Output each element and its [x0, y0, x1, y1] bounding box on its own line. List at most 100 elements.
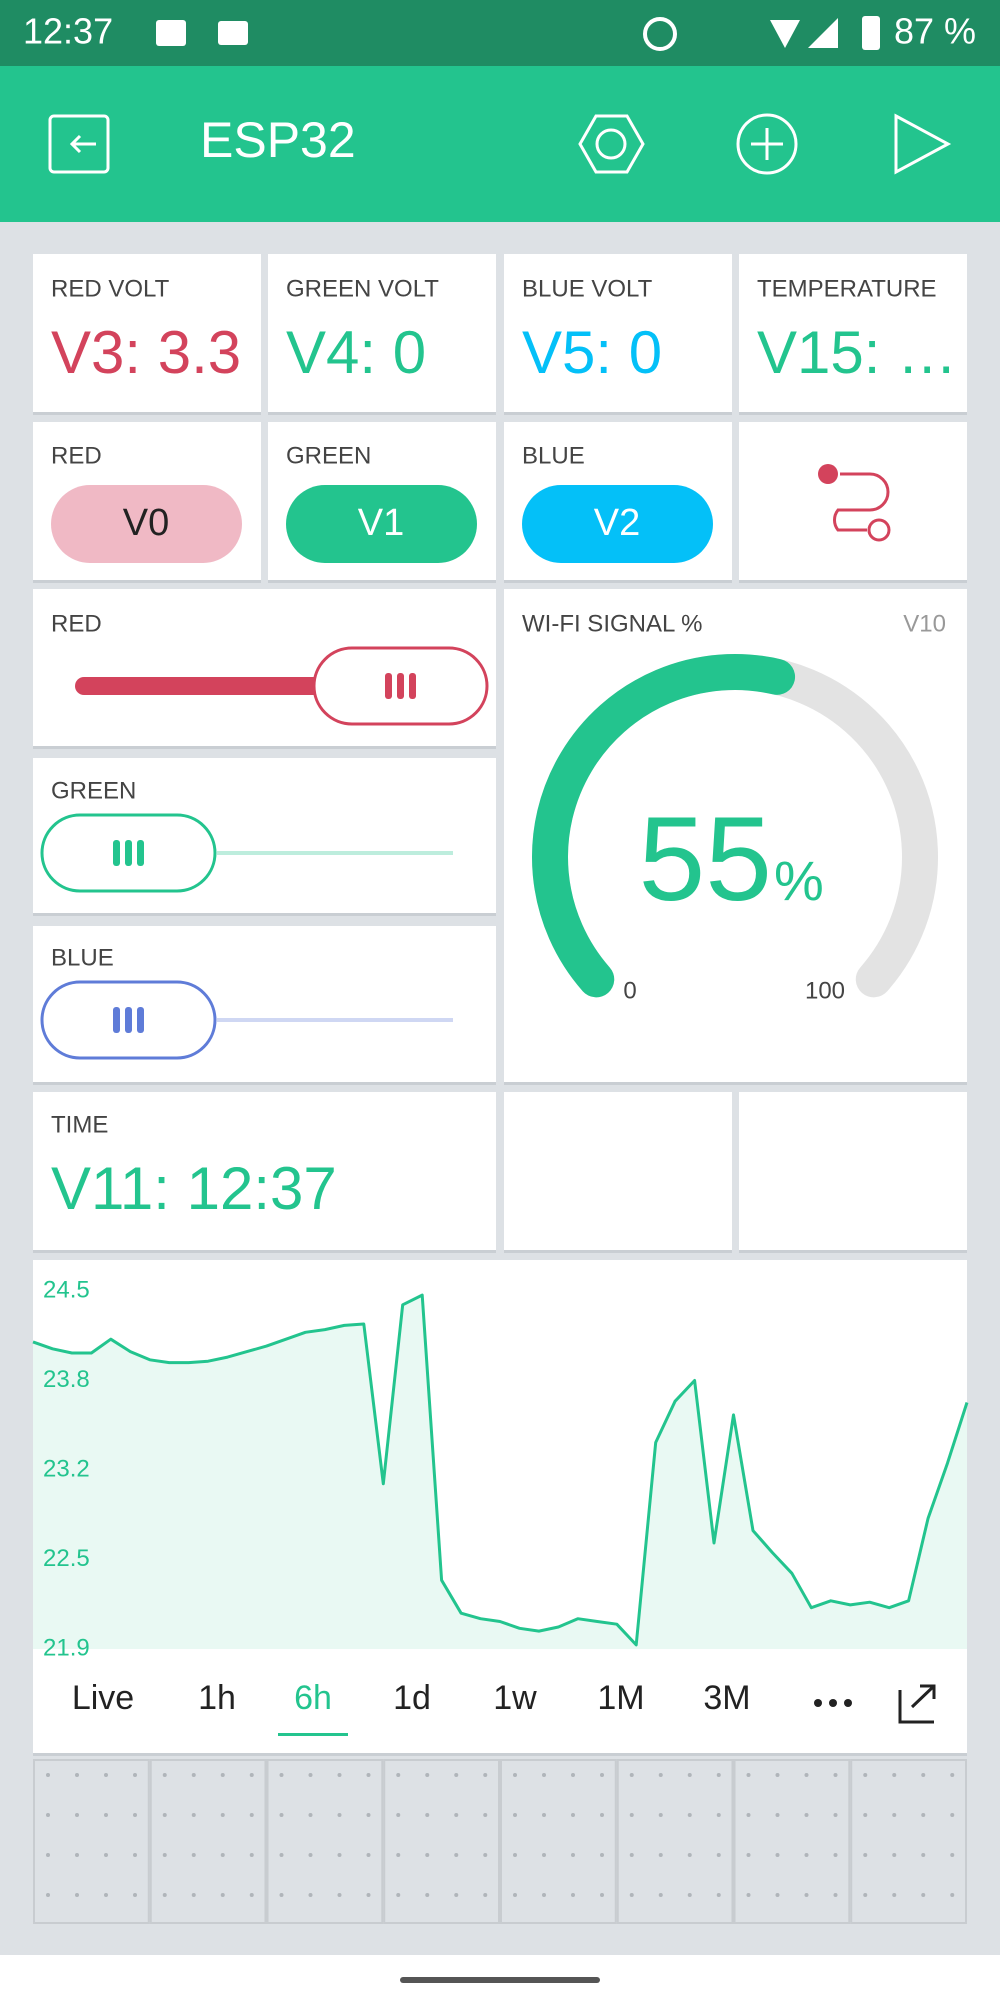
knob-grip — [125, 840, 132, 866]
grid-dot — [425, 1853, 430, 1857]
grid-dot — [483, 1853, 488, 1857]
grid-dot — [658, 1853, 663, 1857]
grid-dot — [600, 1893, 604, 1897]
grid-dot — [863, 1813, 868, 1817]
grid-dot — [425, 1813, 430, 1817]
grid-dot — [921, 1853, 926, 1857]
grid-dot — [483, 1773, 488, 1777]
more-dot — [814, 1699, 822, 1707]
grid-dot — [162, 1853, 167, 1857]
period-tab[interactable]: 1d — [393, 1679, 431, 1717]
widget-card — [33, 1260, 967, 1753]
period-tab[interactable]: Live — [72, 1679, 134, 1717]
mail-icon — [218, 21, 248, 45]
knob-grip — [137, 1007, 144, 1033]
grid-dot — [308, 1853, 313, 1857]
chart-line — [32, 1293, 969, 1647]
toggle-button[interactable] — [51, 485, 242, 563]
display-label: BLUE VOLT — [522, 275, 653, 302]
grid-dot — [133, 1813, 137, 1817]
grid-dot — [687, 1773, 692, 1777]
widget-card — [739, 254, 967, 412]
period-tab[interactable]: 1w — [493, 1679, 537, 1717]
empty-slot — [616, 1759, 734, 1924]
grid-dot — [75, 1773, 79, 1777]
grid-dot — [366, 1853, 371, 1857]
gauge-arc — [532, 654, 796, 998]
grid-dot — [746, 1813, 751, 1817]
toggle-button[interactable] — [286, 485, 477, 563]
display-label: RED VOLT — [51, 275, 170, 302]
grid-dot — [191, 1893, 196, 1897]
grid-dot — [104, 1853, 108, 1857]
grid-dot — [950, 1773, 955, 1777]
grid-dot — [833, 1893, 838, 1897]
grid-dot — [191, 1813, 196, 1817]
period-tab[interactable]: 1M — [597, 1679, 644, 1717]
empty-slot — [33, 1759, 150, 1924]
grid-dot — [513, 1853, 517, 1857]
grid-dot — [863, 1773, 868, 1777]
grid-dot — [571, 1773, 575, 1777]
gauge-min: 0 — [623, 977, 636, 1004]
grid-dot — [892, 1853, 897, 1857]
grid-dot — [600, 1773, 604, 1777]
status-time: 12:37 — [23, 11, 113, 52]
more-dot — [829, 1699, 837, 1707]
slider-label: GREEN — [51, 777, 136, 804]
back-button[interactable] — [48, 114, 110, 174]
add-widget-button[interactable] — [736, 113, 798, 175]
toggle-button[interactable] — [522, 485, 713, 563]
grid-dot — [220, 1853, 225, 1857]
tab-underline — [278, 1733, 348, 1736]
grid-dot — [279, 1813, 284, 1817]
empty-slot — [500, 1759, 617, 1924]
grid-dot — [658, 1893, 663, 1897]
widget-card — [504, 1092, 732, 1250]
route-icon-start — [818, 464, 838, 484]
grid-dot — [46, 1773, 50, 1777]
button-label: GREEN — [286, 442, 371, 469]
grid-dot — [542, 1813, 546, 1817]
widget-card — [504, 254, 732, 412]
period-tab[interactable]: 6h — [294, 1679, 332, 1717]
grid-dot — [483, 1813, 488, 1817]
grid-dot — [892, 1893, 897, 1897]
knob-grip — [125, 1007, 132, 1033]
play-button[interactable] — [894, 113, 952, 175]
button-text: V0 — [123, 502, 169, 544]
gauge-unit: % — [774, 849, 824, 912]
widget-card — [739, 422, 967, 580]
grid-dot — [804, 1853, 809, 1857]
grid-dot — [279, 1893, 284, 1897]
grid-dot — [804, 1773, 809, 1777]
grid-dot — [249, 1813, 254, 1817]
home-indicator[interactable] — [400, 1977, 600, 1983]
grid-dot — [658, 1813, 663, 1817]
route-icon-path — [833, 472, 890, 532]
more-dot — [844, 1699, 852, 1707]
grid-dot — [775, 1893, 780, 1897]
grid-dot — [921, 1773, 926, 1777]
grid-dot — [249, 1773, 254, 1777]
grid-dot — [220, 1813, 225, 1817]
grid-dot — [775, 1773, 780, 1777]
display-value: V3: 3.3 — [51, 319, 241, 386]
period-tab[interactable]: 1h — [198, 1679, 236, 1717]
display-label: GREEN VOLT — [286, 275, 439, 302]
grid-dot — [308, 1813, 313, 1817]
grid-dot — [513, 1893, 517, 1897]
empty-slot — [266, 1759, 384, 1924]
grid-dot — [162, 1773, 167, 1777]
knob-grip — [113, 1007, 120, 1033]
y-tick-label: 21.9 — [43, 1634, 90, 1661]
period-tab[interactable]: 3M — [703, 1679, 750, 1717]
settings-button[interactable] — [578, 114, 645, 174]
grid-dot — [279, 1853, 284, 1857]
grid-dot — [833, 1773, 838, 1777]
empty-slot — [149, 1759, 267, 1924]
grid-dot — [687, 1813, 692, 1817]
grid-dot — [279, 1773, 284, 1777]
